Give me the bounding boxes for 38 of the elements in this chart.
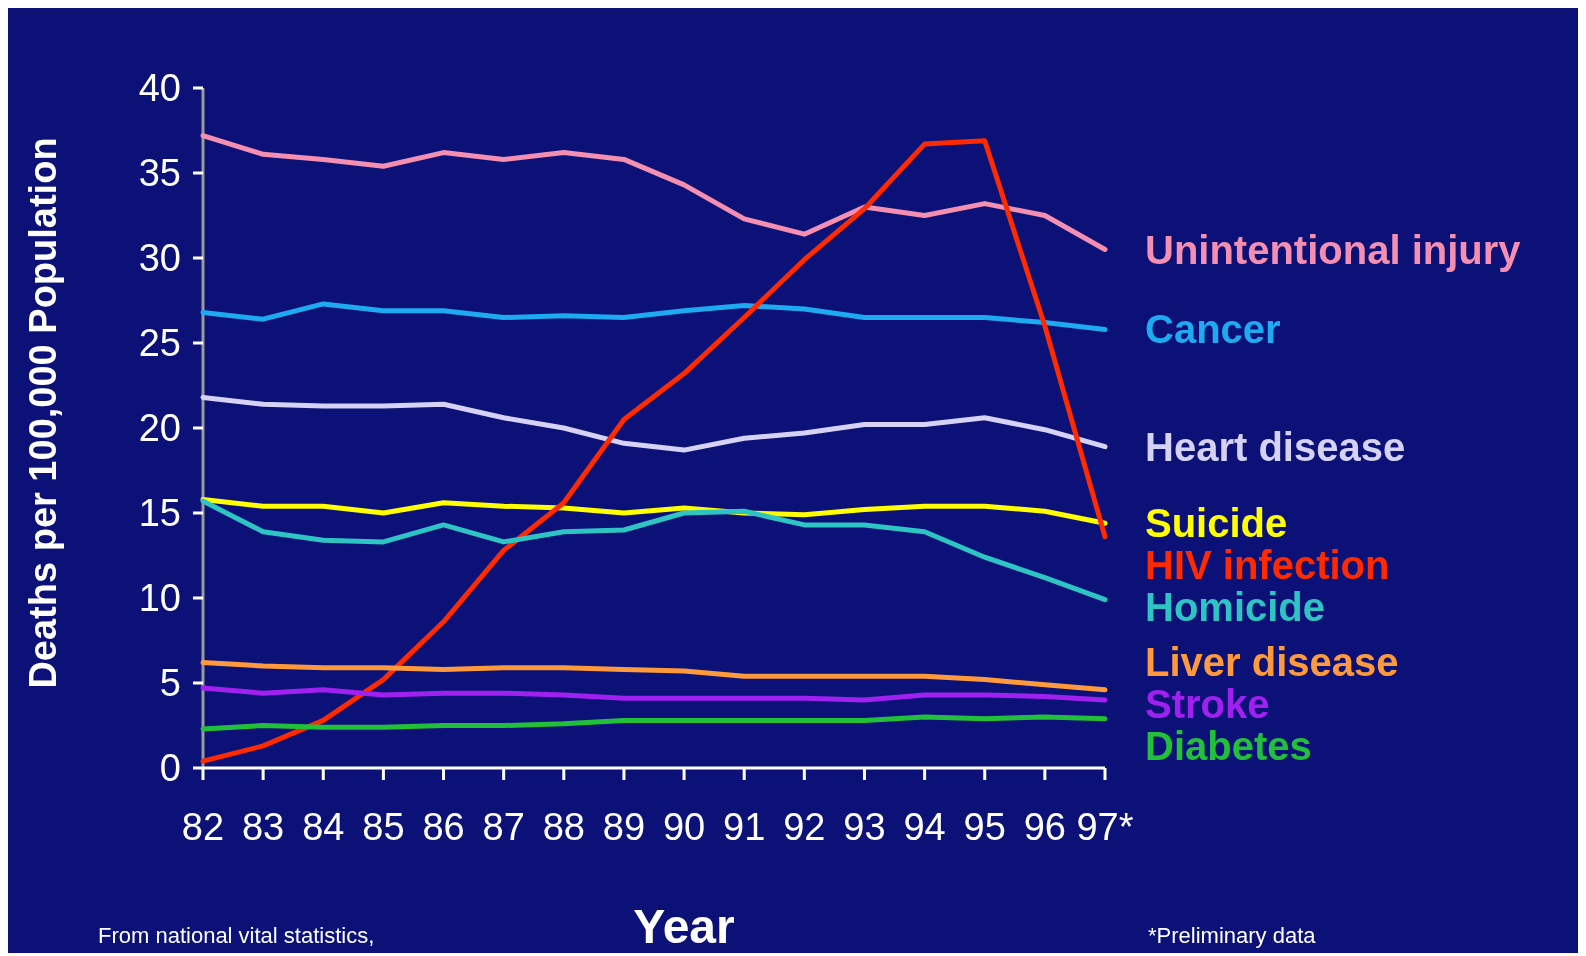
x-tick-label: 96 <box>1023 806 1067 848</box>
text: From national vital statistics, <box>98 923 375 948</box>
series-label: HIV infection <box>1145 543 1390 588</box>
series-label: Cancer <box>1145 307 1281 352</box>
y-tick-label: 25 <box>138 322 181 365</box>
y-tick-label: 0 <box>159 747 181 790</box>
series-label: Stroke <box>1145 682 1270 726</box>
x-tick-label: 94 <box>903 806 946 848</box>
x-tick-label: 89 <box>602 806 646 848</box>
series-label: Liver disease <box>1145 640 1399 684</box>
y-tick-label: 30 <box>138 237 181 280</box>
y-tick-label: 5 <box>159 662 181 705</box>
x-tick-label: 86 <box>422 806 465 848</box>
x-tick-label: 91 <box>723 806 766 848</box>
x-tick-label: 95 <box>963 806 1006 848</box>
y-tick-label: 35 <box>138 152 181 195</box>
x-tick-label: 84 <box>302 806 345 848</box>
text: *Preliminary data <box>1148 923 1317 948</box>
y-tick-label: 15 <box>138 492 181 535</box>
series-label: Suicide <box>1145 501 1288 546</box>
x-tick-label: 92 <box>783 806 826 848</box>
series-label: Unintentional injury <box>1145 227 1522 272</box>
y-tick-label: 40 <box>138 67 181 110</box>
y-axis-title: Deaths per 100,000 Population <box>22 137 64 689</box>
x-tick-label: 83 <box>241 806 285 848</box>
x-tick-label: 87 <box>482 806 525 848</box>
x-tick-label: 82 <box>181 806 225 848</box>
series-label: Diabetes <box>1145 724 1312 768</box>
x-tick-label: 88 <box>542 806 585 848</box>
x-tick-label: 85 <box>362 806 405 848</box>
x-tick-label: 93 <box>843 806 886 848</box>
x-axis-title: Year <box>633 900 735 953</box>
y-tick-label: 10 <box>138 577 181 620</box>
x-tick-label: 97* <box>1076 806 1134 848</box>
y-tick-label: 20 <box>138 407 181 450</box>
x-tick-label: 90 <box>662 806 706 848</box>
series-label: Heart disease <box>1145 424 1406 469</box>
series-label: Homicide <box>1145 585 1326 630</box>
